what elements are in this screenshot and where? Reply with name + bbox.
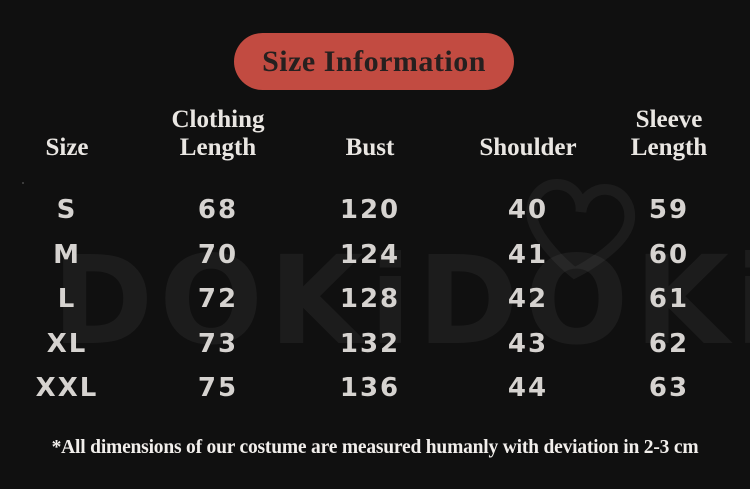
size-cell: S xyxy=(56,195,78,226)
sleeve-length-cell: 62 xyxy=(648,328,690,359)
size-table: Size Clothing Length Bust Shoulder Sleev… xyxy=(0,106,720,411)
shoulder-cell: 44 xyxy=(507,373,549,404)
table-row: L 72 128 42 61 xyxy=(0,277,720,322)
column-header-line: Length xyxy=(179,134,257,161)
bust-cell: 120 xyxy=(339,195,401,226)
column-header-line: Sleeve xyxy=(635,106,703,133)
clothing-length-cell: 72 xyxy=(197,284,239,315)
clothing-length-cell: 68 xyxy=(197,195,239,226)
column-header-sleeve-length: Sleeve Length xyxy=(618,106,720,162)
column-header-line: Length xyxy=(630,134,708,161)
shoulder-cell: 42 xyxy=(507,284,549,315)
sleeve-length-cell: 60 xyxy=(648,239,690,270)
shoulder-cell: 43 xyxy=(507,328,549,359)
table-row: M 70 124 41 60 xyxy=(0,233,720,278)
table-row: XL 73 132 43 62 xyxy=(0,322,720,367)
size-cell: XL xyxy=(46,328,88,359)
size-cell: M xyxy=(53,239,81,270)
size-cell: L xyxy=(57,284,77,315)
column-header-shoulder: Shoulder xyxy=(438,134,618,162)
bust-cell: 124 xyxy=(339,239,401,270)
column-header-line: Size xyxy=(45,134,89,161)
sleeve-length-cell: 63 xyxy=(648,373,690,404)
clothing-length-cell: 70 xyxy=(197,239,239,270)
sleeve-length-cell: 59 xyxy=(648,195,690,226)
column-header-line: Bust xyxy=(345,134,395,161)
shoulder-cell: 41 xyxy=(507,239,549,270)
table-body: S 68 120 40 59 M 70 124 41 60 L 72 128 4… xyxy=(0,188,720,411)
sleeve-length-cell: 61 xyxy=(648,284,690,315)
table-row: XXL 75 136 44 63 xyxy=(0,366,720,411)
clothing-length-cell: 73 xyxy=(197,328,239,359)
clothing-length-cell: 75 xyxy=(197,373,239,404)
measurement-deviation-note: *All dimensions of our costume are measu… xyxy=(51,437,699,458)
table-row: S 68 120 40 59 xyxy=(0,188,720,233)
size-cell: XXL xyxy=(35,373,99,404)
table-header-row: Size Clothing Length Bust Shoulder Sleev… xyxy=(0,106,720,162)
size-information-badge: Size Information xyxy=(234,33,514,90)
column-header-line: Shoulder xyxy=(479,134,577,161)
bust-cell: 132 xyxy=(339,328,401,359)
page-title: Size Information xyxy=(262,44,486,78)
shoulder-cell: 40 xyxy=(507,195,549,226)
column-header-clothing-length: Clothing Length xyxy=(134,106,302,162)
dust-speck xyxy=(22,182,24,184)
bust-cell: 136 xyxy=(339,373,401,404)
column-header-bust: Bust xyxy=(302,134,438,162)
column-header-size: Size xyxy=(0,134,134,162)
column-header-line: Clothing xyxy=(171,106,265,133)
bust-cell: 128 xyxy=(339,284,401,315)
